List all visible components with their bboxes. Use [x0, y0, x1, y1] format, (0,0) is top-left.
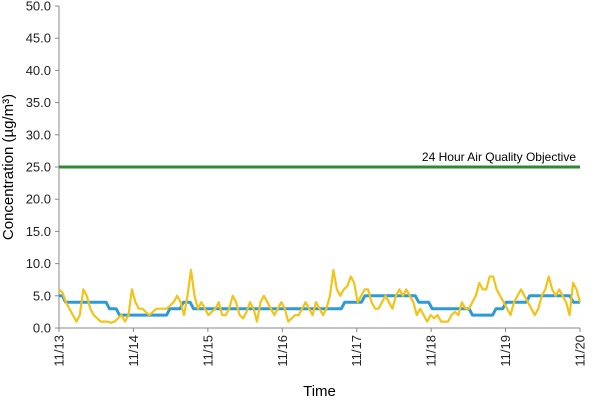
x-tick-label: 11/17: [349, 335, 364, 367]
y-tick-label: 35.0: [26, 95, 51, 110]
x-tick-label: 11/16: [275, 335, 290, 367]
y-tick-label: 0.0: [33, 321, 51, 336]
y-tick-label: 40.0: [26, 63, 51, 78]
x-tick-label: 11/15: [200, 335, 215, 367]
y-tick-label: 20.0: [26, 192, 51, 207]
x-tick-label: 11/13: [52, 335, 67, 367]
x-tick-label: 11/20: [573, 335, 588, 367]
y-axis-ticks: 0.0 5.0 10.0 15.0 20.0 25.0 30.0 35.0 40.0 45.0 50…: [26, 0, 59, 336]
series-line-hourly: [58, 268, 582, 324]
x-axis-ticks: 11/13 11/14 11/15 11/16 11/17 11/18 11/19 11/20: [52, 328, 588, 367]
y-tick-label: 25.0: [26, 160, 51, 175]
y-tick-label: 15.0: [26, 224, 51, 239]
x-tick-label: 11/19: [498, 335, 513, 367]
y-tick-label: 50.0: [26, 0, 51, 14]
x-tick-label: 11/14: [126, 335, 141, 367]
x-axis-title: Time: [303, 383, 336, 400]
y-tick-label: 45.0: [26, 31, 51, 46]
x-tick-label: 11/18: [424, 335, 439, 367]
objective-label: 24 Hour Air Quality Objective: [422, 150, 576, 164]
y-axis-title: Concentration (µg/m³): [0, 94, 17, 240]
y-tick-label: 5.0: [33, 288, 51, 303]
y-tick-label: 10.0: [26, 256, 51, 271]
y-tick-label: 30.0: [26, 127, 51, 142]
